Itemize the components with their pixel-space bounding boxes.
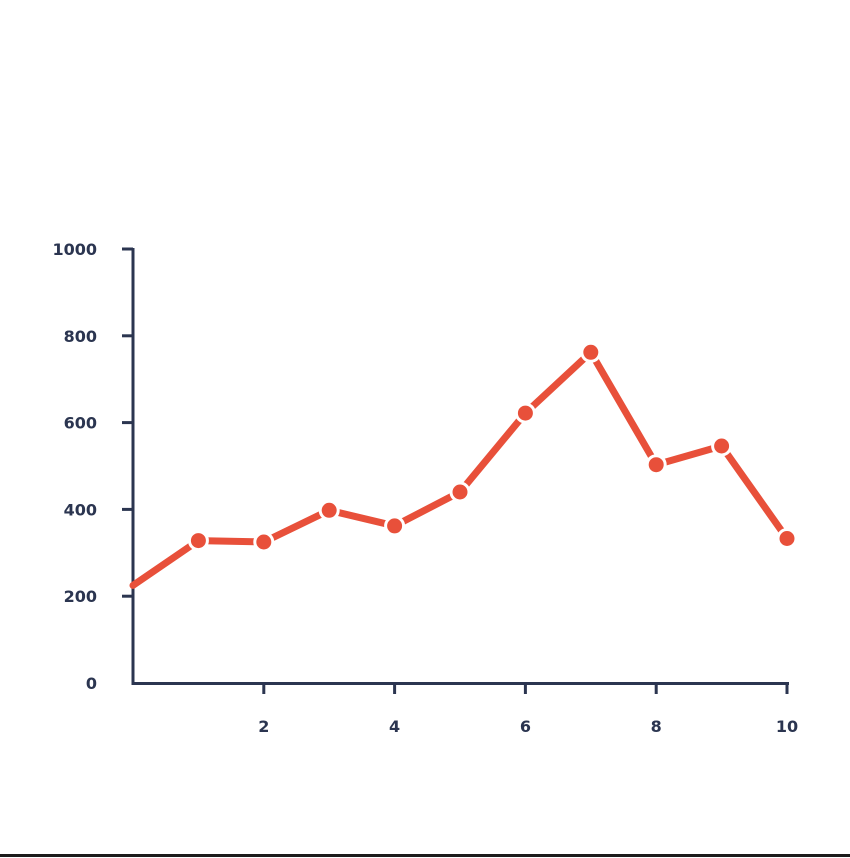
series-group (129, 341, 798, 589)
data-point (253, 531, 275, 553)
bottom-border (0, 854, 850, 857)
y-tick-label: 1000 (52, 240, 97, 259)
chart-axes (131, 248, 789, 685)
data-point (645, 454, 667, 476)
series-line (129, 348, 791, 589)
data-point (580, 341, 602, 363)
data-point (514, 402, 536, 424)
y-tick-label: 400 (64, 500, 97, 519)
data-point (449, 481, 471, 503)
data-point (187, 530, 209, 552)
data-point (318, 499, 340, 521)
y-axis-ticks: 0 200 400 600 800 1000 (52, 240, 133, 693)
x-tick-label: 10 (776, 717, 798, 736)
data-point (776, 528, 798, 549)
y-tick-label: 800 (64, 327, 97, 346)
x-tick-label: 8 (651, 717, 662, 736)
data-point (384, 515, 406, 537)
x-axis-ticks: 2 4 6 8 10 (258, 683, 798, 736)
data-point (711, 435, 733, 457)
y-tick-label: 200 (64, 587, 97, 606)
x-tick-label: 4 (389, 717, 400, 736)
x-tick-label: 6 (520, 717, 531, 736)
y-tick-label: 600 (64, 414, 97, 433)
y-tick-label: 0 (86, 674, 97, 693)
x-tick-label: 2 (258, 717, 269, 736)
